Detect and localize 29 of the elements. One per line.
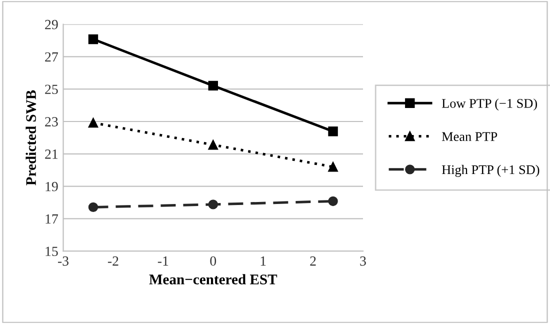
x-tick-label: 3 — [360, 256, 366, 266]
point — [328, 196, 338, 206]
legend-label: High PTP (+1 SD) — [442, 164, 540, 177]
x-axis-title: Mean−centered EST — [149, 274, 278, 284]
y-tick-label: 19 — [46, 182, 58, 192]
point — [208, 80, 218, 91]
x-tick-label: -2 — [108, 256, 118, 266]
y-tick-label: 15 — [46, 246, 58, 256]
x-tick-label: 0 — [210, 256, 216, 266]
x-tick-label: -3 — [58, 256, 68, 266]
legend-label: Mean PTP — [442, 132, 498, 142]
point — [208, 140, 218, 150]
point — [88, 118, 98, 128]
y-tick-label: 27 — [45, 52, 58, 62]
x-tick-label: -1 — [158, 256, 168, 266]
point — [208, 200, 218, 210]
point — [88, 202, 98, 212]
x-tick-label: 1 — [260, 256, 266, 266]
y-tick-label: 25 — [45, 84, 58, 94]
x-tick-label: 2 — [310, 256, 316, 266]
y-tick-label: 29 — [45, 20, 58, 30]
point — [328, 126, 338, 136]
y-tick-label: 17 — [46, 214, 58, 224]
point — [88, 34, 98, 44]
y-tick-label: 23 — [45, 117, 58, 126]
y-tick-label: 21 — [45, 150, 58, 159]
y-axis-title: Predicted SWB — [26, 90, 36, 186]
point — [328, 162, 338, 172]
legend-label: Low PTP (−1 SD) — [442, 98, 537, 111]
